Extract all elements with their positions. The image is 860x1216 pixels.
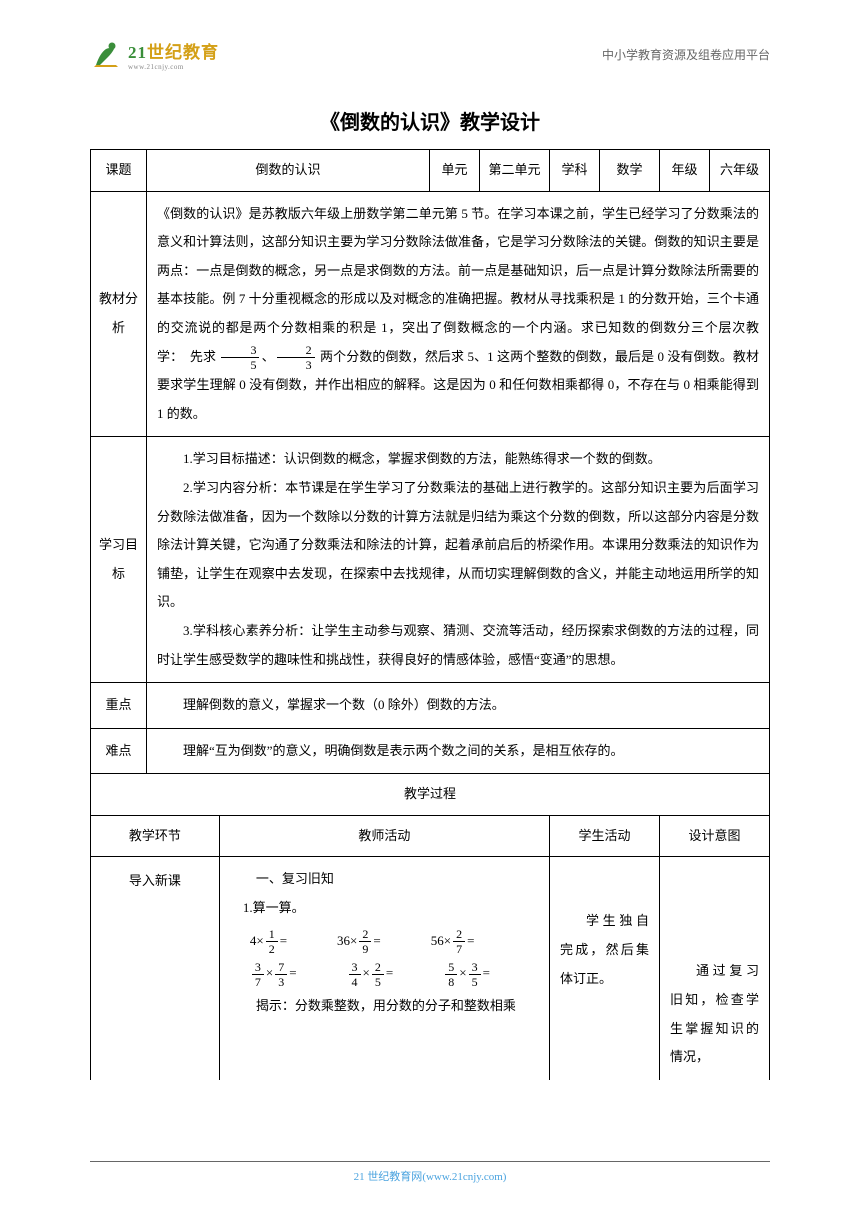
- teacher-reveal: 揭示：分数乘整数，用分数的分子和整数相乘: [230, 992, 539, 1021]
- col-student: 学生活动: [550, 815, 660, 857]
- goals-text: 1.学习目标描述：认识倒数的概念，掌握求倒数的方法，能熟练得求一个数的倒数。 2…: [147, 437, 770, 683]
- topic-label: 课题: [91, 150, 147, 192]
- calc-2-3: 58×35=: [443, 959, 490, 988]
- process-columns-row: 教学环节 教师活动 学生活动 设计意图: [91, 815, 770, 857]
- difficult-row: 难点 理解“互为倒数”的意义，明确倒数是表示两个数之间的关系，是相互依存的。: [91, 728, 770, 774]
- keypoint-text: 理解倒数的意义，掌握求一个数（0 除外）倒数的方法。: [147, 683, 770, 729]
- calc-2-1: 37×73=: [250, 959, 297, 988]
- process-header: 教学过程: [91, 774, 770, 816]
- unit-label: 单元: [430, 150, 480, 192]
- header-platform-text: 中小学教育资源及组卷应用平台: [602, 46, 770, 63]
- fraction-3-5: 35: [221, 344, 259, 371]
- calc-1-1: 4×12=: [250, 927, 287, 956]
- calc-2-2: 34×25=: [347, 959, 394, 988]
- lesson-row: 导入新课 一、复习旧知 1.算一算。 4×12= 36×29= 56×27= 3…: [91, 857, 770, 1080]
- page-footer: 21 世纪教育网(www.21cnjy.com): [0, 1155, 860, 1184]
- footer-divider: [90, 1161, 770, 1162]
- phase-cell: 导入新课: [91, 857, 220, 1080]
- calc-1-3: 56×27=: [431, 927, 475, 956]
- teacher-h2: 1.算一算。: [230, 894, 539, 923]
- teacher-h1: 一、复习旧知: [230, 865, 539, 894]
- student-cell: 学生独自完成，然后集体订正。: [550, 857, 660, 1080]
- goals-p3: 3.学科核心素养分析：让学生主动参与观察、猜测、交流等活动，经历探索求倒数的方法…: [157, 617, 759, 674]
- footer-brand: 21 世纪教育网: [354, 1171, 423, 1183]
- goals-label: 学习目标: [91, 437, 147, 683]
- col-teacher: 教师活动: [219, 815, 549, 857]
- design-cell: 通过复习旧知，检查学生掌握知识的情况，: [660, 857, 770, 1080]
- material-label: 教材分析: [91, 191, 147, 437]
- logo-url: www.21cnjy.com: [128, 63, 219, 71]
- goals-p1: 1.学习目标描述：认识倒数的概念，掌握求倒数的方法，能熟练得求一个数的倒数。: [157, 445, 759, 474]
- grade-label: 年级: [660, 150, 710, 192]
- fraction-2-3: 23: [277, 344, 315, 371]
- process-header-row: 教学过程: [91, 774, 770, 816]
- keypoint-label: 重点: [91, 683, 147, 729]
- logo-text-block: 21世纪教育 www.21cnjy.com: [128, 38, 219, 71]
- difficult-text: 理解“互为倒数”的意义，明确倒数是表示两个数之间的关系，是相互依存的。: [147, 728, 770, 774]
- col-phase: 教学环节: [91, 815, 220, 857]
- footer-url: (www.21cnjy.com): [422, 1171, 506, 1183]
- goals-row: 学习目标 1.学习目标描述：认识倒数的概念，掌握求倒数的方法，能熟练得求一个数的…: [91, 437, 770, 683]
- difficult-label: 难点: [91, 728, 147, 774]
- grade-value: 六年级: [710, 150, 770, 192]
- logo: 21世纪教育 www.21cnjy.com: [90, 38, 219, 71]
- page-header: 21世纪教育 www.21cnjy.com 中小学教育资源及组卷应用平台: [90, 38, 770, 71]
- calc-row-1: 4×12= 36×29= 56×27=: [250, 927, 539, 956]
- material-analysis-row: 教材分析 《倒数的认识》是苏教版六年级上册数学第二单元第 5 节。在学习本课之前…: [91, 191, 770, 437]
- logo-icon: [90, 39, 122, 71]
- logo-main-text: 21世纪教育: [128, 38, 219, 63]
- keypoint-row: 重点 理解倒数的意义，掌握求一个数（0 除外）倒数的方法。: [91, 683, 770, 729]
- col-design: 设计意图: [660, 815, 770, 857]
- material-para: 《倒数的认识》是苏教版六年级上册数学第二单元第 5 节。在学习本课之前，学生已经…: [157, 206, 759, 421]
- logo-rest: 世纪教育: [147, 43, 219, 62]
- document-content: 《倒数的认识》教学设计 课题 倒数的认识 单元 第二单元 学科 数学 年级 六年…: [90, 106, 770, 1080]
- calc-1-2: 36×29=: [337, 927, 381, 956]
- lesson-plan-table: 课题 倒数的认识 单元 第二单元 学科 数学 年级 六年级 教材分析 《倒数的认…: [90, 149, 770, 1080]
- topic-value: 倒数的认识: [147, 150, 430, 192]
- subject-label: 学科: [550, 150, 600, 192]
- teacher-cell: 一、复习旧知 1.算一算。 4×12= 36×29= 56×27= 37×73=…: [219, 857, 549, 1080]
- logo-21: 21: [128, 43, 147, 62]
- subject-value: 数学: [600, 150, 660, 192]
- unit-value: 第二单元: [480, 150, 550, 192]
- goals-p2: 2.学习内容分析：本节课是在学生学习了分数乘法的基础上进行教学的。这部分知识主要…: [157, 474, 759, 617]
- info-row: 课题 倒数的认识 单元 第二单元 学科 数学 年级 六年级: [91, 150, 770, 192]
- page-title: 《倒数的认识》教学设计: [90, 106, 770, 135]
- material-text: 《倒数的认识》是苏教版六年级上册数学第二单元第 5 节。在学习本课之前，学生已经…: [147, 191, 770, 437]
- calc-row-2: 37×73= 34×25= 58×35=: [250, 959, 539, 988]
